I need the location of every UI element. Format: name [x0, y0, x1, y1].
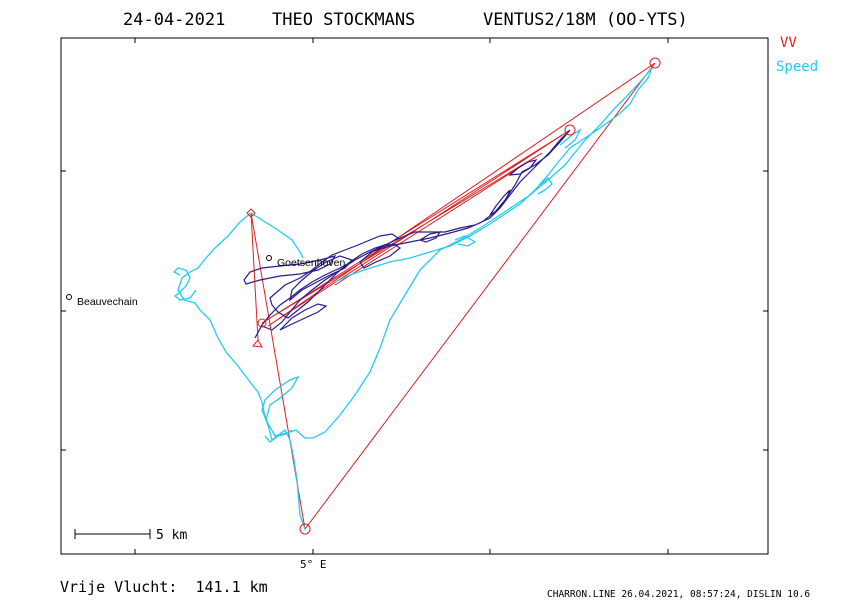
turnpoint-markers [246, 57, 661, 535]
speed-track [172, 67, 653, 530]
software-credit: CHARRON.LINE 26.04.2021, 08:57:24, DISLI… [547, 589, 810, 600]
scale-bar [74, 529, 151, 539]
beauvechain-label: Beauvechain [77, 296, 138, 308]
task-legs [250, 62, 656, 531]
flight-date: 24-04-2021 [123, 10, 225, 30]
legend-speed: Speed [776, 59, 818, 75]
flight-track [243, 129, 571, 339]
map-frame [60, 37, 769, 555]
free-flight-distance: Vrije Vlucht: 141.1 km [60, 578, 268, 596]
scale-bar-label: 5 km [156, 528, 187, 543]
x-axis-tick-label: 5° E [300, 558, 327, 571]
turnpoint-circle-south [299, 523, 311, 535]
glider-info: VENTUS2/18M (OO-YTS) [483, 10, 688, 30]
goetsenhoven-marker [266, 255, 272, 261]
turnpoint-circle-west [257, 318, 267, 328]
turnpoint-circle-northeast [649, 57, 661, 69]
start-marker [246, 208, 256, 218]
pilot-name: THEO STOCKMANS [272, 10, 415, 30]
legend-vv: VV [780, 35, 797, 51]
goetsenhoven-label: Goetsenhoven [277, 257, 345, 269]
finish-marker [252, 339, 263, 348]
turnpoint-circle-east [564, 124, 576, 136]
axis-ticks [61, 38, 768, 554]
beauvechain-marker [66, 294, 72, 300]
